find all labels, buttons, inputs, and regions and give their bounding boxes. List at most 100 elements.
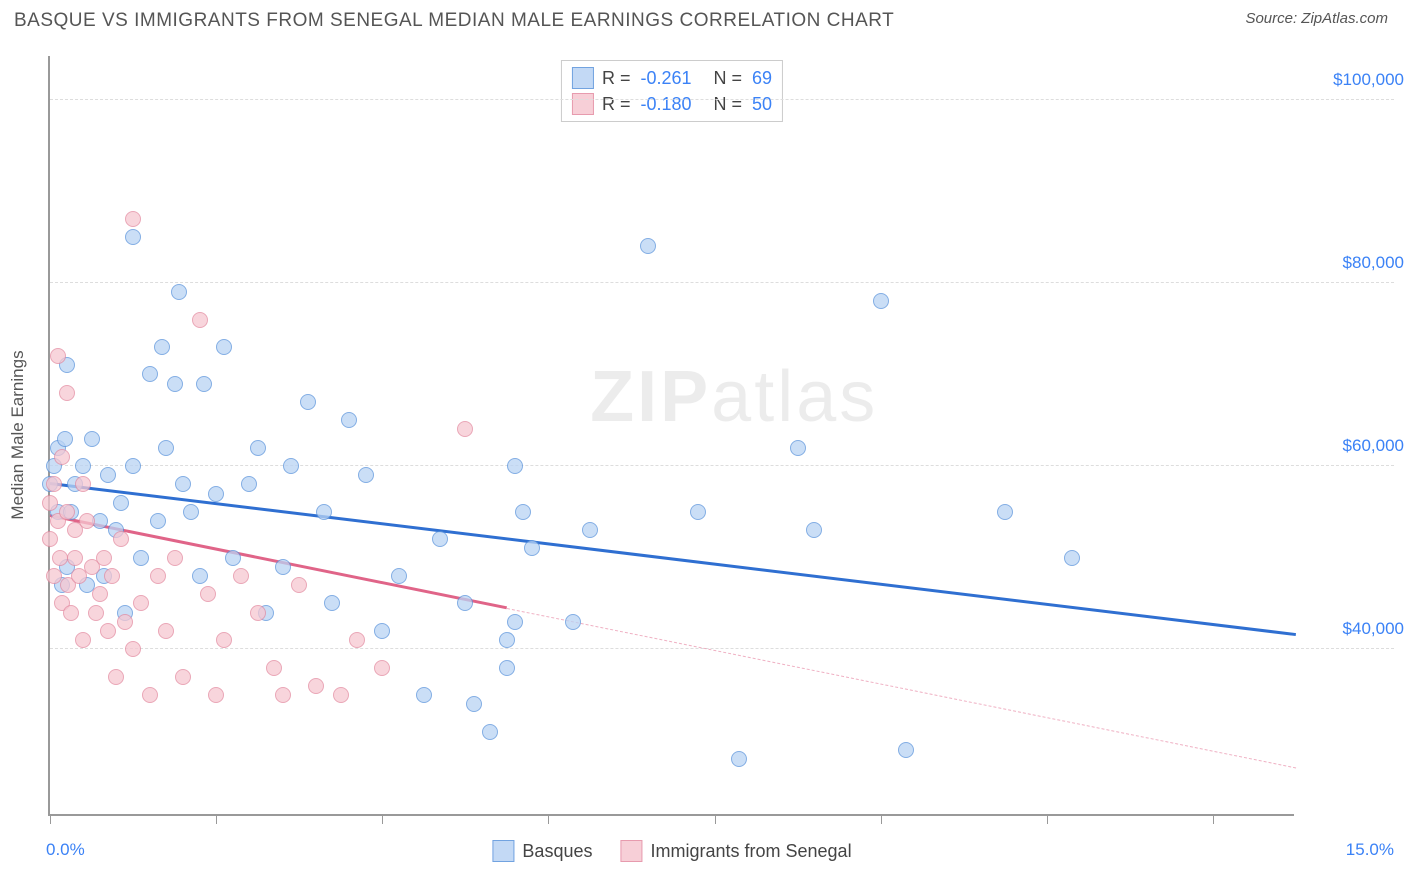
data-point-basques — [283, 458, 299, 474]
data-point-senegal — [150, 568, 166, 584]
data-point-senegal — [42, 495, 58, 511]
data-point-senegal — [100, 623, 116, 639]
data-point-senegal — [208, 687, 224, 703]
data-point-senegal — [216, 632, 232, 648]
data-point-basques — [499, 660, 515, 676]
series-legend: Basques Immigrants from Senegal — [492, 840, 851, 862]
data-point-basques — [806, 522, 822, 538]
data-point-senegal — [113, 531, 129, 547]
data-point-senegal — [200, 586, 216, 602]
legend-stat-row-senegal: R = -0.180N = 50 — [572, 91, 772, 117]
data-point-basques — [1064, 550, 1080, 566]
data-point-basques — [341, 412, 357, 428]
data-point-basques — [171, 284, 187, 300]
data-point-senegal — [333, 687, 349, 703]
data-point-basques — [582, 522, 598, 538]
data-point-senegal — [88, 605, 104, 621]
data-point-senegal — [59, 504, 75, 520]
x-tick — [881, 814, 882, 824]
data-point-senegal — [104, 568, 120, 584]
gridline — [50, 465, 1394, 466]
x-tick — [548, 814, 549, 824]
legend-item-senegal: Immigrants from Senegal — [620, 840, 851, 862]
x-axis-min-label: 0.0% — [46, 840, 85, 860]
data-point-senegal — [250, 605, 266, 621]
correlation-legend: R = -0.261N = 69R = -0.180N = 50 — [561, 60, 783, 122]
data-point-senegal — [96, 550, 112, 566]
data-point-basques — [100, 467, 116, 483]
legend-item-basques: Basques — [492, 840, 592, 862]
watermark: ZIPatlas — [590, 356, 878, 438]
data-point-basques — [275, 559, 291, 575]
data-point-basques — [507, 458, 523, 474]
data-point-senegal — [192, 312, 208, 328]
y-tick-label: $60,000 — [1343, 436, 1404, 456]
data-point-senegal — [50, 348, 66, 364]
data-point-basques — [391, 568, 407, 584]
data-point-senegal — [52, 550, 68, 566]
data-point-senegal — [75, 632, 91, 648]
data-point-basques — [196, 376, 212, 392]
data-point-basques — [133, 550, 149, 566]
data-point-basques — [183, 504, 199, 520]
data-point-basques — [125, 458, 141, 474]
data-point-basques — [300, 394, 316, 410]
data-point-basques — [565, 614, 581, 630]
data-point-senegal — [125, 641, 141, 657]
data-point-senegal — [291, 577, 307, 593]
data-point-basques — [790, 440, 806, 456]
data-point-basques — [225, 550, 241, 566]
data-point-basques — [731, 751, 747, 767]
data-point-basques — [690, 504, 706, 520]
data-point-basques — [75, 458, 91, 474]
data-point-senegal — [75, 476, 91, 492]
y-tick-label: $80,000 — [1343, 253, 1404, 273]
data-point-basques — [515, 504, 531, 520]
x-tick — [50, 814, 51, 824]
data-point-senegal — [125, 211, 141, 227]
source-attribution: Source: ZipAtlas.com — [1245, 10, 1388, 27]
data-point-basques — [457, 595, 473, 611]
data-point-basques — [499, 632, 515, 648]
data-point-senegal — [59, 385, 75, 401]
data-point-senegal — [175, 669, 191, 685]
x-tick — [715, 814, 716, 824]
data-point-senegal — [46, 476, 62, 492]
data-point-basques — [216, 339, 232, 355]
data-point-senegal — [92, 586, 108, 602]
y-tick-label: $100,000 — [1333, 70, 1404, 90]
data-point-basques — [898, 742, 914, 758]
scatter-plot-area: Median Male Earnings ZIPatlas R = -0.261… — [48, 56, 1294, 816]
y-tick-label: $40,000 — [1343, 619, 1404, 639]
data-point-senegal — [349, 632, 365, 648]
data-point-basques — [154, 339, 170, 355]
data-point-basques — [432, 531, 448, 547]
data-point-basques — [125, 229, 141, 245]
x-tick — [382, 814, 383, 824]
data-point-basques — [113, 495, 129, 511]
data-point-basques — [997, 504, 1013, 520]
gridline — [50, 99, 1394, 100]
data-point-senegal — [133, 595, 149, 611]
data-point-basques — [316, 504, 332, 520]
data-point-basques — [873, 293, 889, 309]
data-point-basques — [84, 431, 100, 447]
data-point-senegal — [79, 513, 95, 529]
data-point-basques — [192, 568, 208, 584]
gridline — [50, 648, 1394, 649]
data-point-basques — [374, 623, 390, 639]
data-point-senegal — [108, 669, 124, 685]
data-point-senegal — [54, 449, 70, 465]
data-point-senegal — [275, 687, 291, 703]
data-point-basques — [358, 467, 374, 483]
data-point-senegal — [266, 660, 282, 676]
data-point-basques — [208, 486, 224, 502]
data-point-basques — [640, 238, 656, 254]
data-point-basques — [466, 696, 482, 712]
data-point-senegal — [233, 568, 249, 584]
data-point-senegal — [67, 550, 83, 566]
data-point-basques — [167, 376, 183, 392]
data-point-senegal — [42, 531, 58, 547]
data-point-basques — [324, 595, 340, 611]
data-point-basques — [507, 614, 523, 630]
